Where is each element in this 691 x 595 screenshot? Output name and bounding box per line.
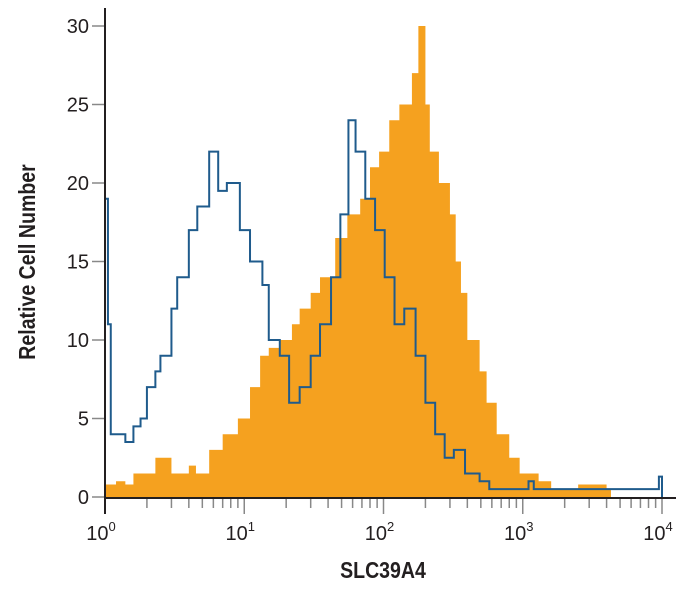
outline-histogram-series xyxy=(104,119,663,497)
x-axis-title: SLC39A4 xyxy=(340,558,426,584)
y-tick-label: 30 xyxy=(67,16,89,38)
series-layer xyxy=(104,26,663,497)
x-tick-exponent: 4 xyxy=(666,519,673,534)
x-tick-exponent: 1 xyxy=(248,519,255,534)
y-tick-label: 25 xyxy=(67,95,89,117)
y-ticks: 0 5 10 15 20 25 30 xyxy=(67,16,104,509)
y-tick-label: 0 xyxy=(78,487,89,509)
y-axis-title: Relative Cell Number xyxy=(15,164,41,359)
x-tick-label: 104 xyxy=(643,519,672,545)
x-tick-base: 10 xyxy=(226,523,248,545)
y-tick-label: 15 xyxy=(67,252,89,274)
x-tick-exponent: 2 xyxy=(387,519,394,534)
x-tick-base: 10 xyxy=(504,523,526,545)
x-tick-label: 100 xyxy=(86,519,115,545)
y-tick-label: 10 xyxy=(67,330,89,352)
x-tick-label: 102 xyxy=(365,519,394,545)
x-ticks: 100 101 102 103 104 xyxy=(86,499,673,545)
y-tick-label: 20 xyxy=(67,173,89,195)
x-tick-exponent: 3 xyxy=(526,519,533,534)
x-tick-exponent: 0 xyxy=(109,519,116,534)
x-tick-label: 103 xyxy=(504,519,533,545)
axes xyxy=(104,8,676,499)
x-tick-base: 10 xyxy=(365,523,387,545)
filled-histogram-series xyxy=(105,26,611,497)
x-tick-base: 10 xyxy=(86,523,108,545)
x-tick-label: 101 xyxy=(226,519,255,545)
y-tick-label: 5 xyxy=(78,409,89,431)
x-tick-base: 10 xyxy=(643,523,665,545)
